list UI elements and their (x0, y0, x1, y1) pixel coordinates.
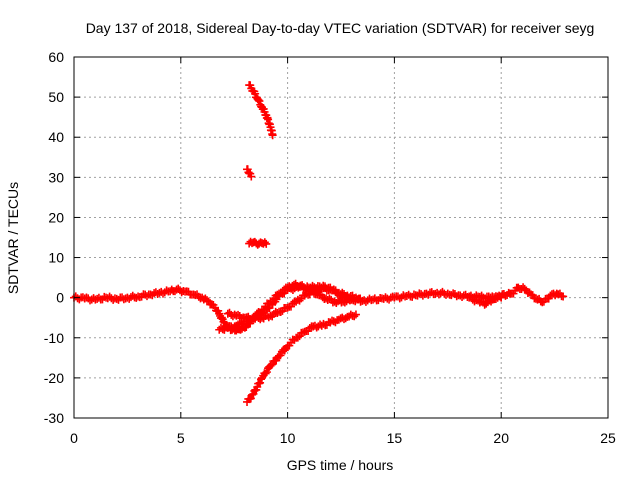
x-tick-label: 15 (387, 430, 403, 446)
data-point-descending-branch (228, 312, 237, 321)
y-tick-label: 60 (48, 49, 64, 65)
x-tick-label: 20 (493, 430, 509, 446)
data-point-descending-branch (288, 299, 297, 308)
y-tick-label: -30 (44, 410, 64, 426)
data-point-descending-branch (331, 287, 340, 296)
data-point-main-track (150, 289, 159, 298)
y-tick-label: 30 (48, 169, 64, 185)
data-point-main-track (177, 288, 186, 297)
data-point-late-segment (470, 297, 479, 306)
data-point-upper-arc (255, 97, 264, 106)
y-axis-label: SDTVAR / TECUs (5, 182, 21, 294)
axis-ticks: 0 5 10 15 20 25 -30 -20 -10 0 10 20 30 40 50 60 (44, 49, 616, 446)
data-point-upper-arc (251, 89, 260, 98)
data-point-main-track (194, 292, 203, 301)
data-point-main-track (162, 286, 171, 295)
data-point-upper-arc (256, 100, 265, 109)
y-tick-label: 50 (48, 89, 64, 105)
data-point-main-track (420, 289, 429, 298)
data-point-main-track (393, 292, 402, 301)
data-point-cluster-13 (259, 239, 268, 248)
data-point-upper-arc (265, 120, 274, 129)
data-point-main-track (440, 289, 449, 298)
x-tick-label: 5 (177, 430, 185, 446)
data-point-rising-branch (256, 378, 265, 387)
data-point-cluster-13 (260, 238, 269, 247)
data-point-secondary-track (268, 297, 277, 306)
data-point-main-track (386, 293, 395, 302)
chart-title: Day 137 of 2018, Sidereal Day-to-day VTE… (86, 20, 595, 36)
data-point-upper-arc (268, 130, 277, 139)
data-point-late-segment (536, 297, 545, 306)
data-point-secondary-track (228, 323, 237, 332)
y-tick-label: -20 (44, 370, 64, 386)
data-point-rising-branch (339, 315, 348, 324)
data-point-rising-branch (246, 394, 255, 403)
x-tick-label: 0 (70, 430, 78, 446)
grid-lines (74, 57, 608, 418)
data-points (70, 81, 568, 406)
data-point-main-track (214, 306, 223, 315)
data-point-main-track (409, 290, 418, 299)
y-tick-label: 0 (56, 290, 64, 306)
data-point-secondary-track (318, 293, 327, 302)
data-point-late-segment (517, 285, 526, 294)
data-point-secondary-track (286, 283, 295, 292)
data-point-late-segment (544, 294, 553, 303)
data-point-rising-branch (350, 312, 359, 321)
x-axis-label: GPS time / hours (287, 457, 394, 473)
data-point-secondary-track (269, 295, 278, 304)
y-tick-label: 40 (48, 129, 64, 145)
data-point-main-track (217, 313, 226, 322)
data-point-main-track (209, 300, 218, 309)
data-point-upper-arc (254, 96, 263, 105)
data-point-main-track (146, 290, 155, 299)
x-tick-label: 25 (600, 430, 616, 446)
y-tick-label: -10 (44, 330, 64, 346)
data-point-rising-branch (293, 333, 302, 342)
data-point-main-track (447, 291, 456, 300)
x-tick-label: 10 (280, 430, 296, 446)
data-point-main-track (383, 294, 392, 303)
data-point-main-track (110, 294, 119, 303)
data-point-secondary-track (271, 291, 280, 300)
data-point-cluster-30 (244, 168, 253, 177)
data-point-cluster-30 (246, 169, 255, 178)
data-point-descending-branch (354, 294, 363, 303)
data-point-main-track (94, 293, 103, 302)
y-tick-label: 10 (48, 250, 64, 266)
data-point-rising-branch (276, 351, 285, 360)
data-point-rising-branch (305, 324, 314, 333)
data-point-main-track (142, 292, 151, 301)
plot-frame (73, 56, 609, 419)
data-point-secondary-track (280, 285, 289, 294)
y-tick-label: 20 (48, 209, 64, 225)
data-point-rising-branch (264, 364, 273, 373)
data-point-main-track (201, 294, 210, 303)
data-point-late-segment (557, 292, 566, 301)
data-point-main-track (202, 296, 211, 305)
data-point-rising-branch (261, 369, 270, 378)
data-point-rising-branch (262, 368, 271, 377)
data-point-late-segment (485, 296, 494, 305)
